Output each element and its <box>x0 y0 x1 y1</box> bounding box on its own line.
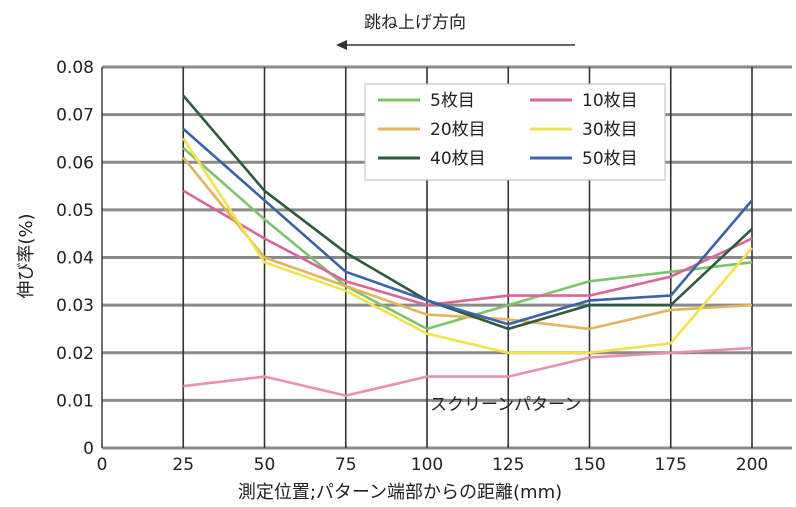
direction-annotation: 跳ね上げ方向 <box>364 13 466 33</box>
x-tick-label: 200 <box>736 455 768 475</box>
y-tick-label: 0.06 <box>56 153 94 173</box>
x-tick-label: 0 <box>97 455 108 475</box>
legend-label: 20枚目 <box>430 120 486 140</box>
x-tick-label: 75 <box>335 455 357 475</box>
x-tick-labels: 0 25 50 75 100 125 150 175 200 <box>97 455 769 475</box>
y-tick-labels: 0 0.01 0.02 0.03 0.04 0.05 0.06 0.07 0.08 <box>56 58 94 459</box>
series-line-5 <box>182 127 753 326</box>
series-line-3 <box>182 137 753 355</box>
legend: 5枚目 10枚目 20枚目 30枚目 40枚目 50枚目 <box>364 83 666 181</box>
y-tick-label: 0.07 <box>56 106 94 126</box>
x-tick-label: 175 <box>655 455 687 475</box>
legend-label: 40枚目 <box>430 149 486 169</box>
y-tick-label: 0.04 <box>56 249 94 269</box>
y-tick-label: 0.03 <box>56 296 94 316</box>
series-lines <box>182 94 753 397</box>
legend-label: 30枚目 <box>582 120 638 140</box>
legend-label: 5枚目 <box>430 91 475 111</box>
legend-label: 10枚目 <box>582 91 638 111</box>
x-axis-title: 測定位置;パターン端部からの距離(mm) <box>238 482 562 503</box>
x-tick-label: 100 <box>411 455 443 475</box>
x-tick-label: 150 <box>573 455 605 475</box>
series-line-4 <box>182 94 753 331</box>
legend-label: 50枚目 <box>582 149 638 169</box>
series-line-2 <box>182 156 753 331</box>
y-axis-title: 伸び率(%) <box>16 213 37 298</box>
x-tick-label: 125 <box>492 455 524 475</box>
x-tick-label: 50 <box>254 455 276 475</box>
screen-pattern-annotation: スクリーンパターン <box>430 395 581 415</box>
y-tick-label: 0.05 <box>56 201 94 221</box>
x-tick-label: 25 <box>172 455 194 475</box>
y-tick-label: 0.01 <box>56 391 94 411</box>
direction-arrow-icon <box>336 40 575 50</box>
y-tick-label: 0.02 <box>56 344 94 364</box>
series-line-1 <box>182 189 753 307</box>
y-tick-label: 0.08 <box>56 58 94 78</box>
y-tick-label: 0 <box>83 439 94 459</box>
series-line-6 <box>183 346 753 397</box>
